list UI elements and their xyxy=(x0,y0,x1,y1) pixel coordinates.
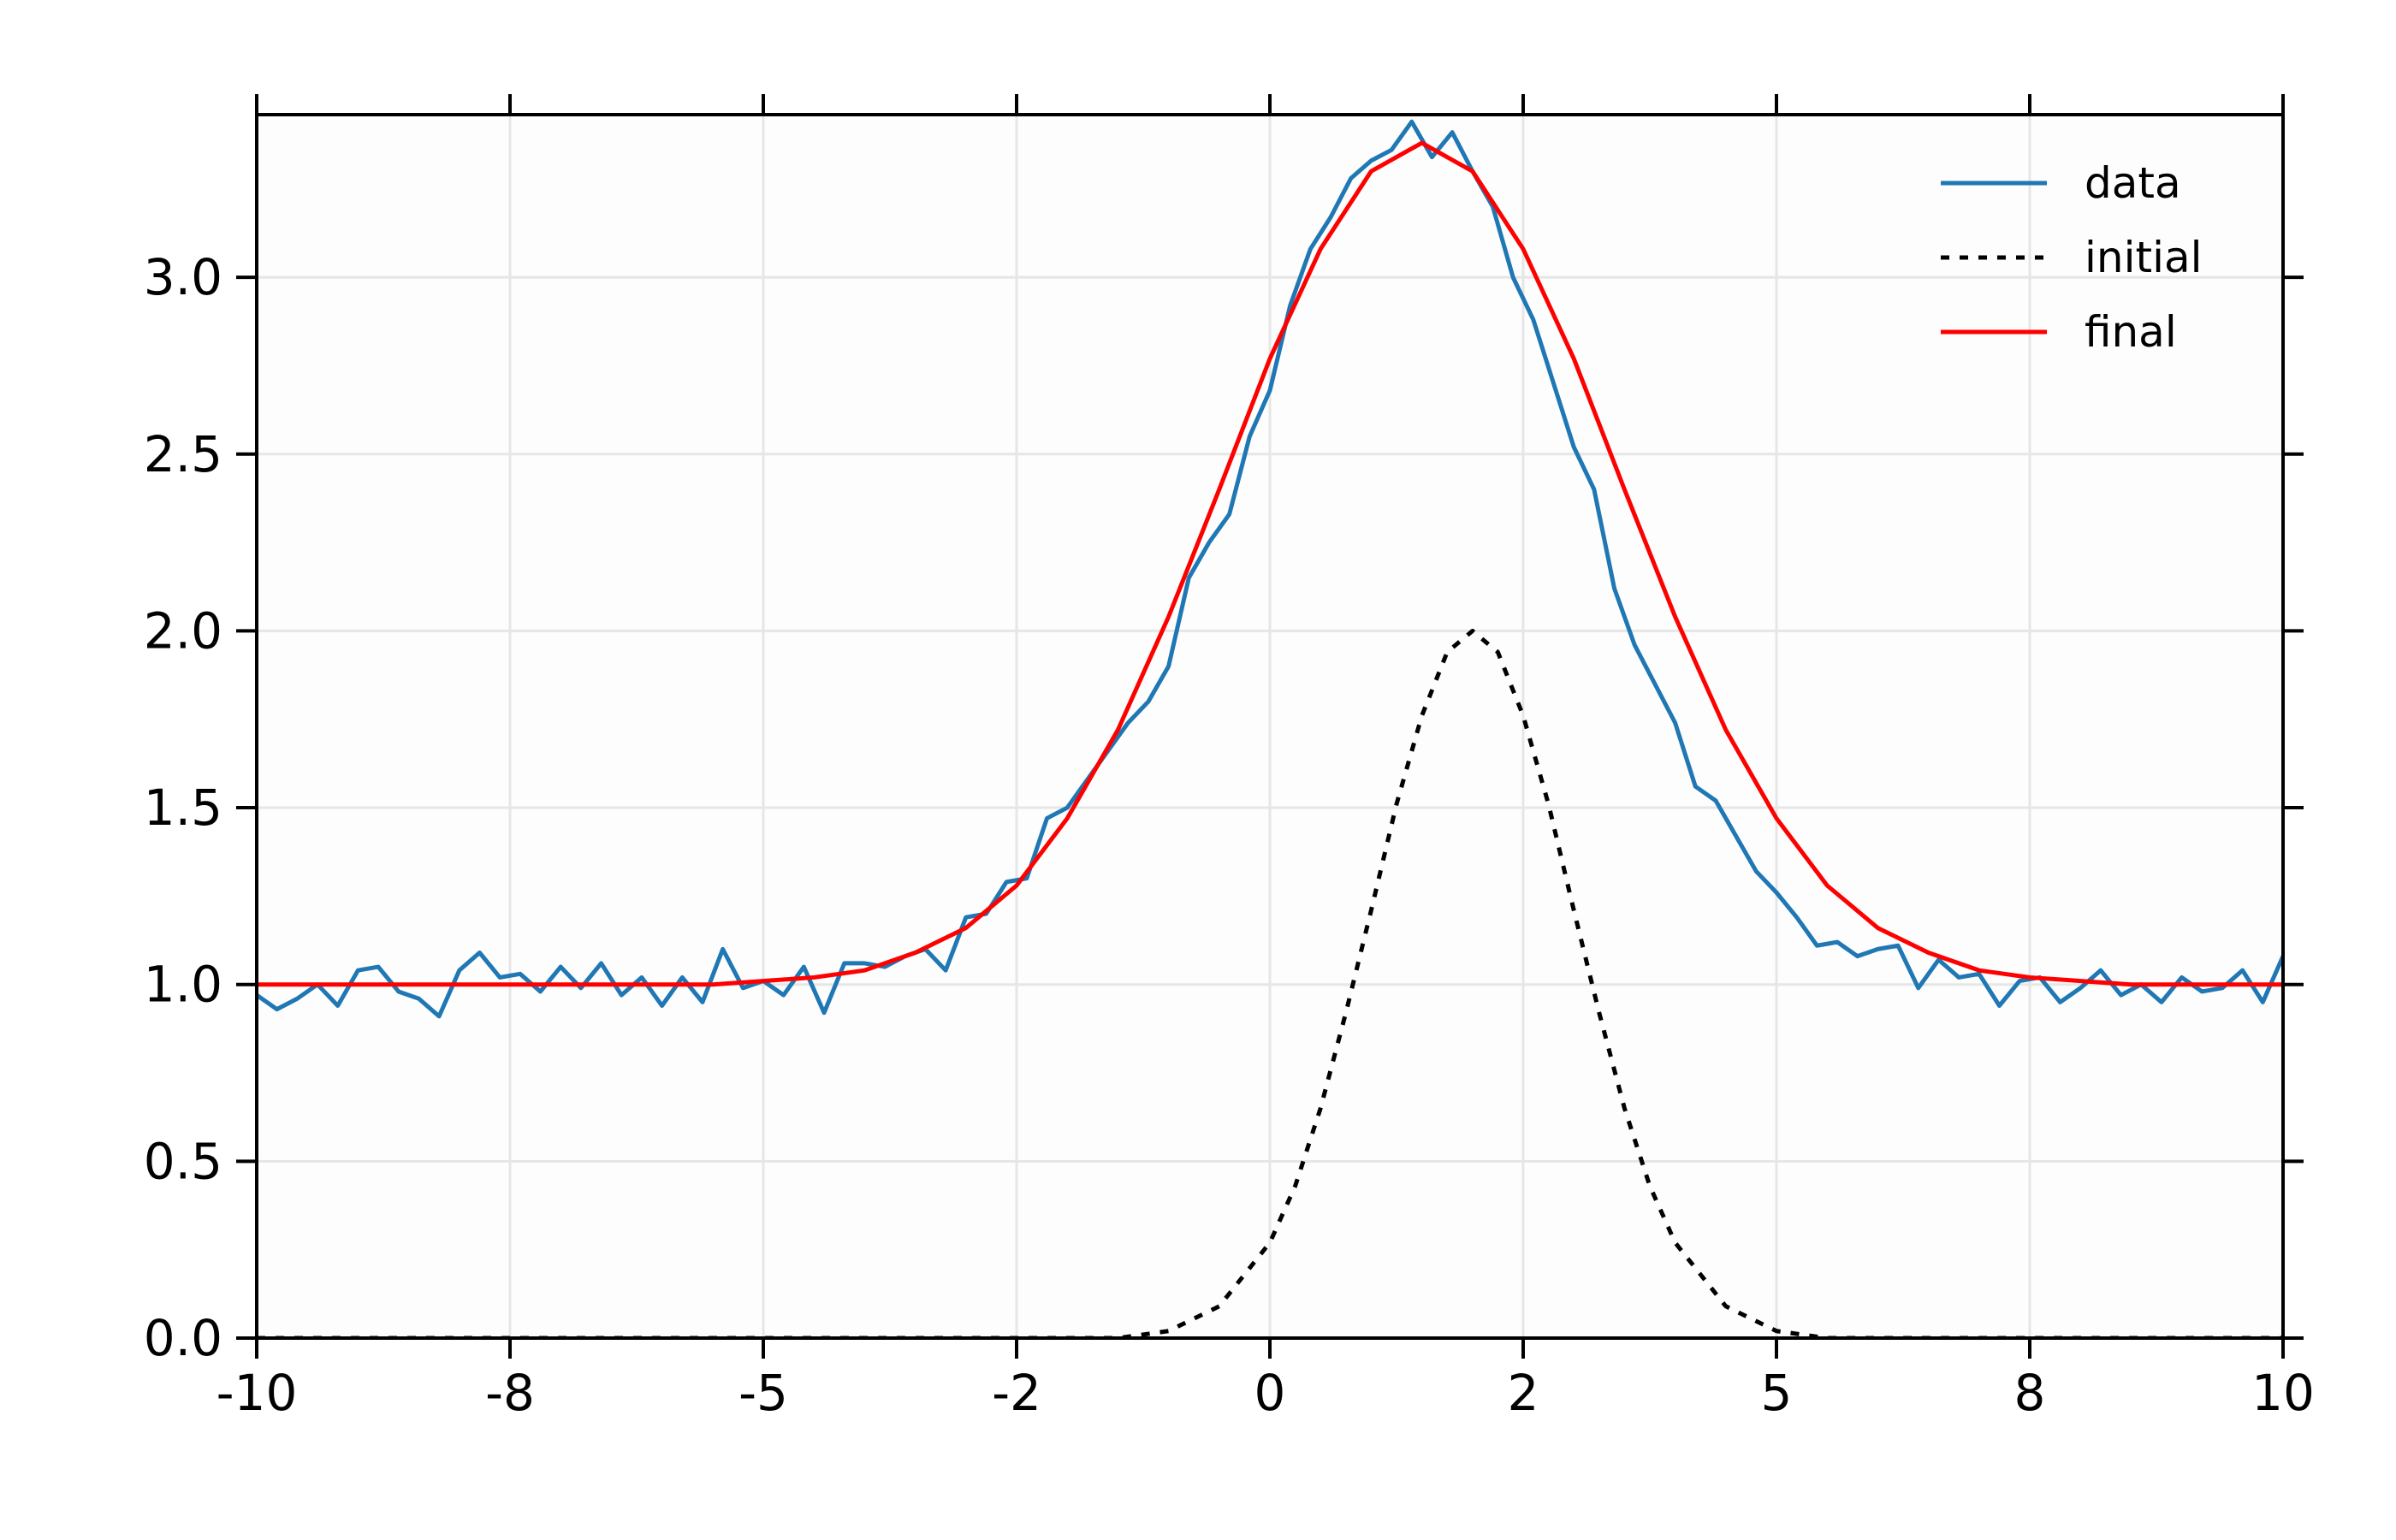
y-tick-label: 1.0 xyxy=(144,956,222,1014)
y-tick-label: 0.5 xyxy=(144,1132,222,1190)
x-tick-label: 0 xyxy=(1254,1364,1286,1422)
series-line xyxy=(257,119,2283,1019)
x-tick-label: 2 xyxy=(1508,1364,1539,1422)
x-tick-label: -2 xyxy=(992,1364,1041,1422)
legend-label: data xyxy=(2085,158,2181,208)
x-tick-label: 10 xyxy=(2251,1364,2315,1422)
y-tick-label: 2.5 xyxy=(144,425,222,483)
y-tick-label: 3.0 xyxy=(144,248,222,306)
legend-label: final xyxy=(2085,307,2177,357)
x-tick-label: 5 xyxy=(1761,1364,1793,1422)
y-tick-label: 0.0 xyxy=(144,1309,222,1367)
series-line xyxy=(257,628,2283,1338)
x-tick-label: -5 xyxy=(738,1364,788,1422)
x-tick-label: 8 xyxy=(2014,1364,2046,1422)
series-line xyxy=(257,140,2283,987)
x-tick-label: -10 xyxy=(216,1364,298,1422)
x-tick-label: -8 xyxy=(485,1364,535,1422)
legend-label: initial xyxy=(2085,233,2203,282)
y-tick-label: 2.0 xyxy=(144,601,222,660)
y-tick-label: 1.5 xyxy=(144,779,222,837)
